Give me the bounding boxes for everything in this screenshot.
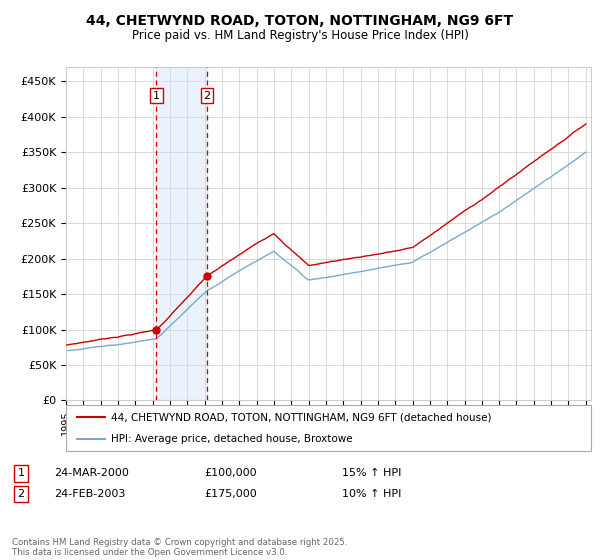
Text: 1: 1 [17,468,25,478]
Text: £100,000: £100,000 [204,468,257,478]
Text: 2: 2 [203,91,211,101]
Text: Price paid vs. HM Land Registry's House Price Index (HPI): Price paid vs. HM Land Registry's House … [131,29,469,42]
Text: £175,000: £175,000 [204,489,257,499]
Text: 24-FEB-2003: 24-FEB-2003 [54,489,125,499]
Text: 24-MAR-2000: 24-MAR-2000 [54,468,129,478]
Text: 2: 2 [17,489,25,499]
Text: 44, CHETWYND ROAD, TOTON, NOTTINGHAM, NG9 6FT (detached house): 44, CHETWYND ROAD, TOTON, NOTTINGHAM, NG… [110,412,491,422]
FancyBboxPatch shape [66,405,591,451]
Text: 1: 1 [153,91,160,101]
Text: 15% ↑ HPI: 15% ↑ HPI [342,468,401,478]
Text: 10% ↑ HPI: 10% ↑ HPI [342,489,401,499]
Text: Contains HM Land Registry data © Crown copyright and database right 2025.
This d: Contains HM Land Registry data © Crown c… [12,538,347,557]
Text: HPI: Average price, detached house, Broxtowe: HPI: Average price, detached house, Brox… [110,435,352,444]
Bar [157,67,207,400]
Text: 44, CHETWYND ROAD, TOTON, NOTTINGHAM, NG9 6FT: 44, CHETWYND ROAD, TOTON, NOTTINGHAM, NG… [86,14,514,28]
